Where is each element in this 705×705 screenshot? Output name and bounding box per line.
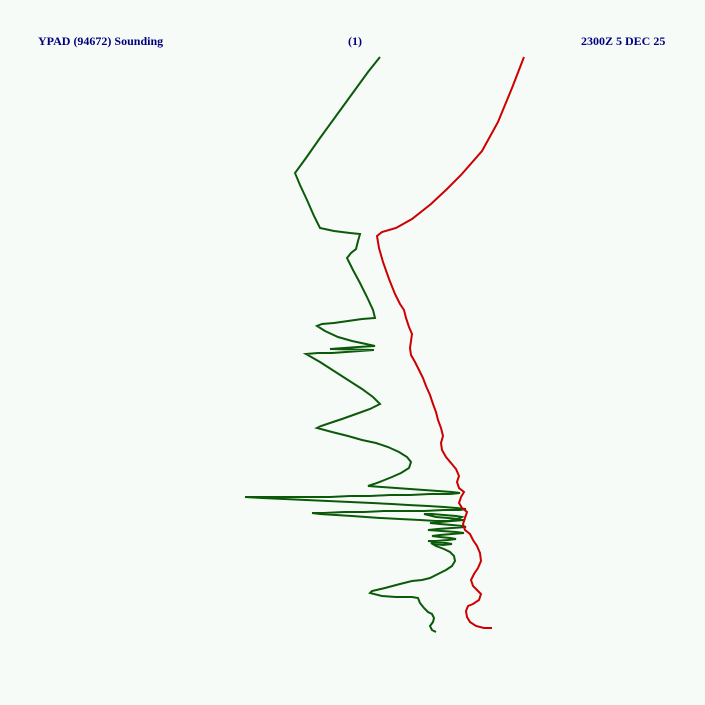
station-title: YPAD (94672) Sounding [38, 34, 164, 48]
observation-time-label: 2300Z 5 DEC 25 [581, 34, 666, 48]
temperature-trace [375, 56, 525, 629]
dewpoint-trace [244, 56, 467, 633]
panel-number-label: (1) [348, 34, 362, 48]
